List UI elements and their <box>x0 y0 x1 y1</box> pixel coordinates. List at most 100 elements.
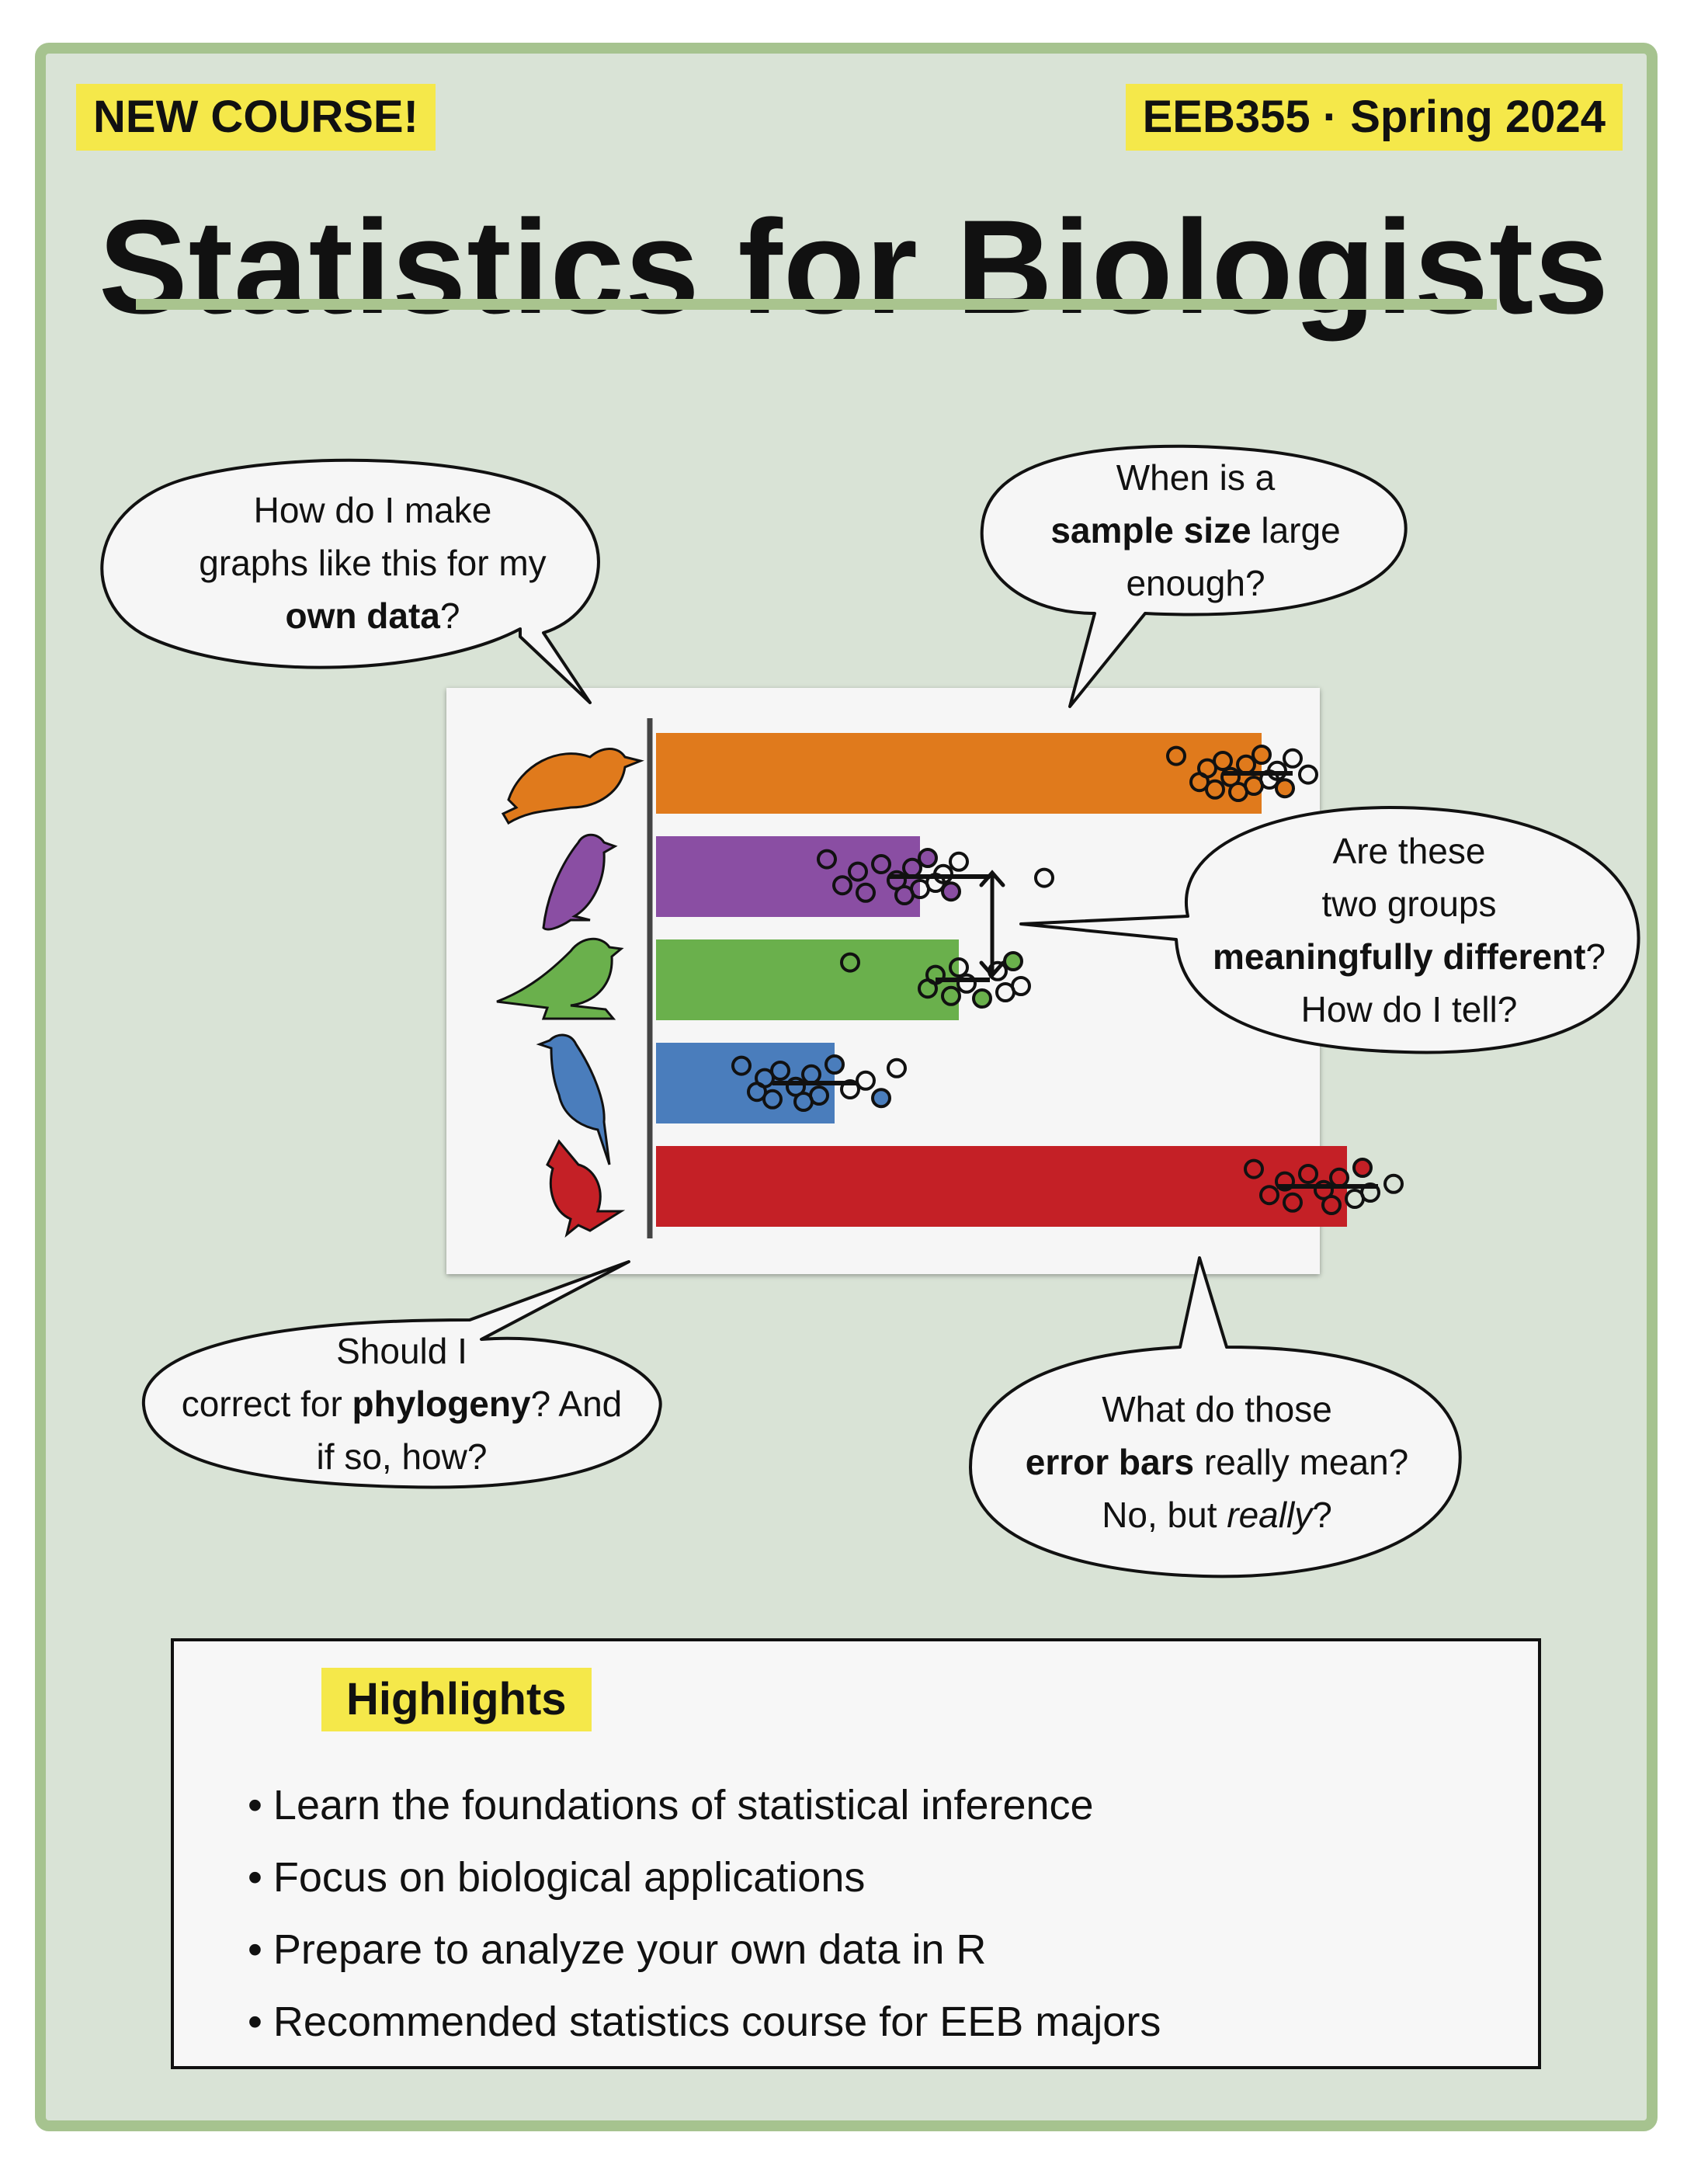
data-point <box>856 1070 876 1091</box>
highlight-item: Focus on biological applications <box>248 1842 1161 1914</box>
data-point <box>770 1061 790 1081</box>
bubble-top-left-bold: own data <box>285 596 440 636</box>
data-point <box>956 973 977 994</box>
bubble-top-left-line2: graphs like this for my <box>199 543 547 583</box>
data-point <box>762 1089 783 1110</box>
data-point <box>949 957 969 978</box>
points-group <box>731 745 1404 1215</box>
bubble-bottom-left-shape <box>141 1260 662 1489</box>
double-arrow-icon <box>979 870 1005 978</box>
data-point <box>817 849 837 870</box>
bubble-bottom-right: What do those error bars really mean? No… <box>974 1359 1460 1565</box>
highlights-list: Learn the foundations of statistical inf… <box>248 1769 1161 2058</box>
data-point <box>933 863 953 884</box>
bar-4 <box>656 1146 1347 1227</box>
bubble-top-left: How do I make graphs like this for my ow… <box>140 481 606 644</box>
bubble-bottom-right-line3: No, but really? <box>1102 1488 1332 1541</box>
blue-bird-icon <box>536 1033 611 1165</box>
bubble-middle-right-line2: two groups <box>1321 883 1497 924</box>
data-point <box>824 1054 845 1075</box>
data-point <box>1383 1173 1404 1194</box>
data-point <box>1352 1158 1373 1178</box>
bubble-bottom-left-bold: phylogeny <box>352 1384 531 1424</box>
bubble-middle-right-line4: How do I tell? <box>1300 988 1518 1030</box>
bubble-bottom-left: Should I correct for phylogeny? And if s… <box>148 1322 656 1485</box>
bubble-bottom-right-line2: error bars really mean? <box>1026 1436 1408 1488</box>
data-point <box>1360 1183 1380 1203</box>
page-title: Statistics for Biologists <box>99 193 1609 342</box>
bubble-bottom-right-italic: really <box>1227 1494 1313 1535</box>
bubble-bottom-right-line1: What do those <box>1102 1388 1332 1429</box>
bubble-bottom-right-end3: ? <box>1312 1494 1332 1535</box>
bars-group <box>656 733 1347 1227</box>
bubble-top-left-line3: own data? <box>286 589 460 642</box>
bubble-top-right-bold: sample size <box>1050 510 1251 550</box>
data-point <box>902 857 922 878</box>
highlights-panel: Highlights Learn the foundations of stat… <box>171 1638 1541 2069</box>
course-code-tag: EEB355 · Spring 2024 <box>1125 84 1623 151</box>
bubble-bottom-left-line3: if so, how? <box>316 1436 488 1477</box>
bubble-middle-right-line1: Are these <box>1332 830 1486 871</box>
data-point <box>809 1085 829 1106</box>
bubble-top-left-shape <box>100 458 600 704</box>
data-point <box>1197 758 1217 779</box>
bubble-top-right-line1: When is a <box>1116 457 1276 498</box>
bubble-top-right-line3: enough? <box>1126 563 1265 603</box>
bubble-middle-right: Are these two groups meaningfully differ… <box>1180 811 1638 1048</box>
data-point <box>941 985 961 1006</box>
data-point <box>1166 745 1186 766</box>
data-point <box>1283 748 1303 769</box>
bubble-top-right: When is a sample size large enough? <box>994 449 1397 612</box>
bubble-middle-right-line3: meaningfully different? <box>1213 930 1606 983</box>
highlight-item: Learn the foundations of statistical inf… <box>248 1769 1161 1842</box>
data-point <box>755 1068 775 1089</box>
title-underline <box>136 299 1497 310</box>
data-point <box>1034 867 1054 888</box>
data-point <box>1329 1167 1349 1188</box>
data-point <box>1251 745 1272 765</box>
data-point <box>918 848 938 868</box>
highlights-heading: Highlights <box>321 1668 592 1731</box>
red-cardinal-icon <box>546 1139 626 1238</box>
data-point <box>840 952 860 973</box>
data-point <box>1298 764 1318 785</box>
bubble-middle-right-shape <box>1019 806 1640 1054</box>
data-point <box>871 1088 891 1109</box>
bubble-top-left-line1: How do I make <box>253 490 492 530</box>
purple-bird-icon <box>542 833 618 931</box>
data-point <box>1275 778 1295 799</box>
data-point <box>1011 976 1031 996</box>
data-point <box>1205 779 1225 800</box>
data-point <box>1213 751 1233 771</box>
bubble-bottom-right-end: really mean? <box>1194 1441 1409 1482</box>
data-point <box>871 854 891 874</box>
data-point <box>1259 1185 1279 1206</box>
bubble-bottom-right-shape <box>969 1256 1462 1578</box>
data-point <box>856 882 876 903</box>
bubble-bottom-left-start: correct for <box>181 1384 352 1424</box>
bubble-top-right-line2: sample size large <box>1050 504 1340 557</box>
highlight-item: Prepare to analyze your own data in R <box>248 1914 1161 1986</box>
data-point <box>832 875 852 896</box>
bar-1 <box>656 836 920 917</box>
data-point <box>848 861 868 882</box>
data-point <box>1244 1158 1264 1179</box>
data-point <box>840 1079 860 1099</box>
data-point <box>887 1057 907 1078</box>
data-point <box>1283 1192 1303 1213</box>
data-point <box>731 1055 752 1076</box>
bubble-top-right-end: large <box>1251 510 1341 550</box>
bubble-bottom-right-bold: error bars <box>1025 1441 1195 1482</box>
data-point <box>949 851 969 872</box>
data-point <box>941 881 961 902</box>
bubble-middle-right-end: ? <box>1585 936 1606 977</box>
bubble-bottom-left-line1: Should I <box>336 1331 467 1371</box>
bubble-top-left-end: ? <box>439 596 460 636</box>
bubble-bottom-left-line2: correct for phylogeny? And <box>182 1377 623 1430</box>
orange-bird-icon <box>501 748 644 825</box>
bubble-top-right-shape <box>980 444 1408 708</box>
data-point <box>925 964 946 985</box>
data-point <box>1298 1164 1318 1184</box>
highlight-item: Recommended statistics course for EEB ma… <box>248 1986 1161 2058</box>
